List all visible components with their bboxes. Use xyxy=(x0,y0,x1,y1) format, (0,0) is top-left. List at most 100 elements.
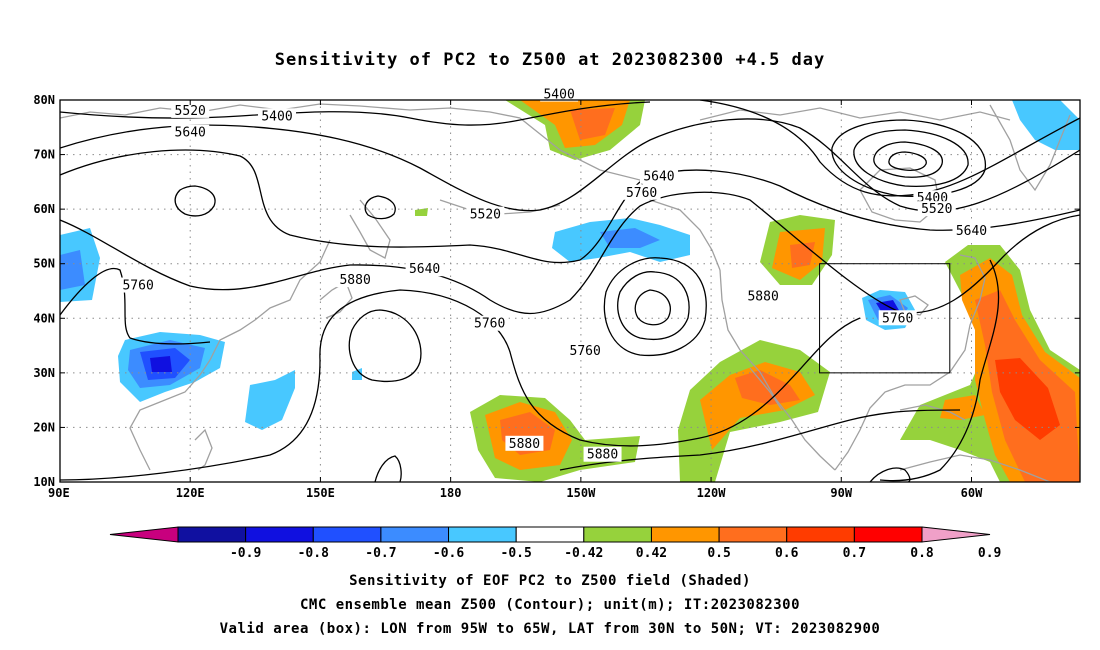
lon-label: 120W xyxy=(697,486,727,500)
page-title: Sensitivity of PC2 to Z500 at 2023082300… xyxy=(274,50,826,70)
contour-label-bg xyxy=(470,315,509,331)
contour-label-bg xyxy=(622,184,661,200)
contour-label: 5760 xyxy=(474,317,505,332)
contour-5880-pacific-small xyxy=(374,455,402,482)
contour-label-bg xyxy=(878,310,917,326)
contour-5880-mexico xyxy=(869,467,911,482)
lat-label: 10N xyxy=(33,475,55,489)
contour-5880-east xyxy=(879,259,1000,482)
contour-label: 5640 xyxy=(175,126,206,141)
contour-label: 5640 xyxy=(409,262,440,277)
colorbar-label: -0.8 xyxy=(298,546,329,561)
contour-5400-east xyxy=(699,100,1080,197)
lon-label: 150E xyxy=(306,486,335,500)
colorbar-label: 0.9 xyxy=(978,546,1001,561)
coastline-japan xyxy=(319,281,353,319)
contour-label: 5760 xyxy=(626,186,657,201)
colorbar-label: 0.5 xyxy=(707,546,730,561)
coastline-east-asia xyxy=(129,239,331,471)
contour-label-bg xyxy=(744,288,783,304)
colorbar-label: 0.42 xyxy=(636,546,667,561)
lat-label: 30N xyxy=(33,366,55,380)
contour-label: 5880 xyxy=(339,273,370,288)
lat-label: 60N xyxy=(33,202,55,216)
contour-label: 5880 xyxy=(587,448,618,463)
contour-5400-arctic-low-inner xyxy=(888,151,927,171)
contour-5880-anticyclone xyxy=(348,309,422,383)
coastline-philippines xyxy=(194,428,213,471)
contour-label-bg xyxy=(583,446,622,462)
colorbar-low-arrow xyxy=(109,526,179,543)
contour-label: 5880 xyxy=(509,437,540,452)
contour-label-bg xyxy=(171,102,210,118)
caption-line-3: Valid area (box): LON from 95W to 65W, L… xyxy=(219,621,881,637)
colorbar-label: -0.5 xyxy=(501,546,532,561)
contour-label-bg xyxy=(466,206,505,222)
coastline-baja xyxy=(749,367,783,411)
contour-label: 5520 xyxy=(175,104,206,119)
colorbar: -0.9 -0.8 -0.7 -0.6 -0.5 -0.42 0.42 0.5 0.6 0.7 0.… xyxy=(109,526,1001,561)
contour-label-bg xyxy=(639,168,678,184)
contour-label: 5520 xyxy=(470,208,501,223)
contour-label-bg xyxy=(566,343,605,359)
colorbar-swatch xyxy=(718,526,788,543)
coastline-greenland xyxy=(989,104,1071,192)
lat-label: 40N xyxy=(33,311,55,325)
contour-label-bg xyxy=(258,108,297,124)
contour-5760-sw xyxy=(60,267,211,345)
valid-area-box xyxy=(819,263,951,374)
contour-label: 5760 xyxy=(570,344,601,359)
colorbar-swatch xyxy=(380,526,450,543)
lon-label: 90W xyxy=(830,486,852,500)
colorbar-high-arrow xyxy=(921,526,991,543)
longitude-axis: 90E 120E 150E 180 150W 120W 90W 60W xyxy=(48,100,983,500)
coastline-west-na xyxy=(719,269,836,471)
colorbar-swatch xyxy=(583,526,652,543)
contour-5760-low-core xyxy=(634,289,671,326)
contour-label-bg xyxy=(171,124,210,140)
shade-japan-south xyxy=(352,368,362,380)
map-plot-area xyxy=(60,100,1080,482)
shade-mexico-inner xyxy=(735,370,800,405)
colorbar-label: -0.42 xyxy=(564,546,603,561)
contour-label: 5760 xyxy=(122,279,153,294)
colorbar-swatch xyxy=(515,526,585,543)
lat-label: 20N xyxy=(33,420,55,434)
lat-label: 70N xyxy=(33,148,55,162)
contour-label-bg xyxy=(119,277,158,293)
contour-5400-arctic-low-core xyxy=(873,141,943,178)
lat-label: 50N xyxy=(33,257,55,271)
contour-5520-kamchatka-low xyxy=(364,195,396,220)
z500-contours xyxy=(60,100,1080,482)
lon-label: 90E xyxy=(48,486,70,500)
colorbar-label: -0.7 xyxy=(365,546,396,561)
colorbar-label: -0.6 xyxy=(433,546,464,561)
shade-small-yellowsea xyxy=(415,208,428,216)
colorbar-swatch xyxy=(650,526,720,543)
contour-5520-main xyxy=(60,118,1080,212)
colorbar-swatch xyxy=(786,526,855,543)
coastline-kamchatka xyxy=(349,199,391,259)
contour-label-bg xyxy=(540,86,579,102)
contour-label-bg xyxy=(336,272,375,288)
contour-5520-arctic-low xyxy=(853,129,969,188)
contour-label-bg xyxy=(505,435,544,451)
shade-south-china xyxy=(245,370,295,430)
coastline-canada-arctic xyxy=(699,107,1011,121)
colorbar-swatch xyxy=(312,526,382,543)
coastline-south-america xyxy=(899,454,1051,482)
colorbar-swatch xyxy=(448,526,517,543)
contour-5880-main xyxy=(60,289,861,481)
contour-5640-arctic-low-outer xyxy=(831,119,986,197)
lat-lon-grid xyxy=(60,100,1080,482)
shade-eastern-us-atlantic-max xyxy=(995,358,1060,440)
shade-north-pacific-arctic-inner xyxy=(570,108,615,140)
contour-label-bg xyxy=(917,201,956,217)
caption-line-2: CMC ensemble mean Z500 (Contour); unit(m… xyxy=(299,597,800,613)
coastline-gulf-mexico xyxy=(834,254,986,471)
map-frame xyxy=(59,99,1081,483)
colorbar-swatch xyxy=(245,526,314,543)
shade-greenland xyxy=(1012,100,1080,150)
